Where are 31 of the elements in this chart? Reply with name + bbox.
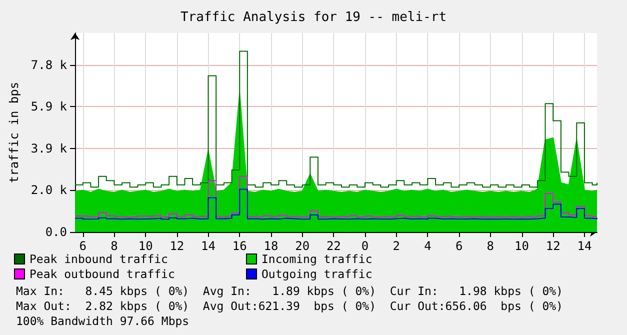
chart-title: Traffic Analysis for 19 -- meli-rt <box>180 10 447 25</box>
x-tick-label: 20 <box>295 239 310 253</box>
x-tick-label: 8 <box>486 239 494 253</box>
x-tick-label: 12 <box>170 239 184 253</box>
x-tick-label: 16 <box>232 239 247 253</box>
y-axis-title: traffic in bps <box>7 82 21 184</box>
y-tick-label: 2.0 k <box>30 183 68 198</box>
x-tick-label: 14 <box>201 239 216 253</box>
y-tick-label: 7.8 k <box>30 58 68 72</box>
x-tick-label: 18 <box>264 239 278 253</box>
x-tick-label: 8 <box>110 239 118 253</box>
x-tick-label: 6 <box>79 239 86 253</box>
x-tick-label: 2 <box>392 239 400 253</box>
x-tick-label: 22 <box>326 239 341 253</box>
legend-label: Outgoing traffic <box>262 267 372 281</box>
legend-label: Peak outbound traffic <box>30 267 175 281</box>
y-tick-label: 3.9 k <box>30 141 68 156</box>
x-tick-label: 4 <box>424 239 432 253</box>
text: 100% Bandwidth 97.66 Mbps <box>16 314 190 328</box>
x-tick-label: 10 <box>138 239 153 253</box>
text: Max In: 8.45 kbps ( 0%) Avg In: 1.89 kbps ( 0%) Cur In: 1.98 kbps ( 0%) <box>16 284 563 298</box>
x-tick-label: 14 <box>577 239 592 253</box>
text: Max Out: 2.82 kbps ( 0%) Avg Out:621.39 bps ( 0%) Cur Out:656.06 bps ( 0%) <box>16 299 563 313</box>
x-tick-label: 6 <box>455 239 463 253</box>
x-tick-label: 10 <box>514 239 529 253</box>
x-tick-label: 12 <box>546 239 560 253</box>
y-tick-label: 0.0 <box>45 225 68 239</box>
legend-label: Incoming traffic <box>262 252 372 266</box>
x-tick-label: 0 <box>361 239 369 253</box>
legend-label: Peak inbound traffic <box>30 252 168 266</box>
y-tick-label: 5.9 k <box>30 100 68 114</box>
